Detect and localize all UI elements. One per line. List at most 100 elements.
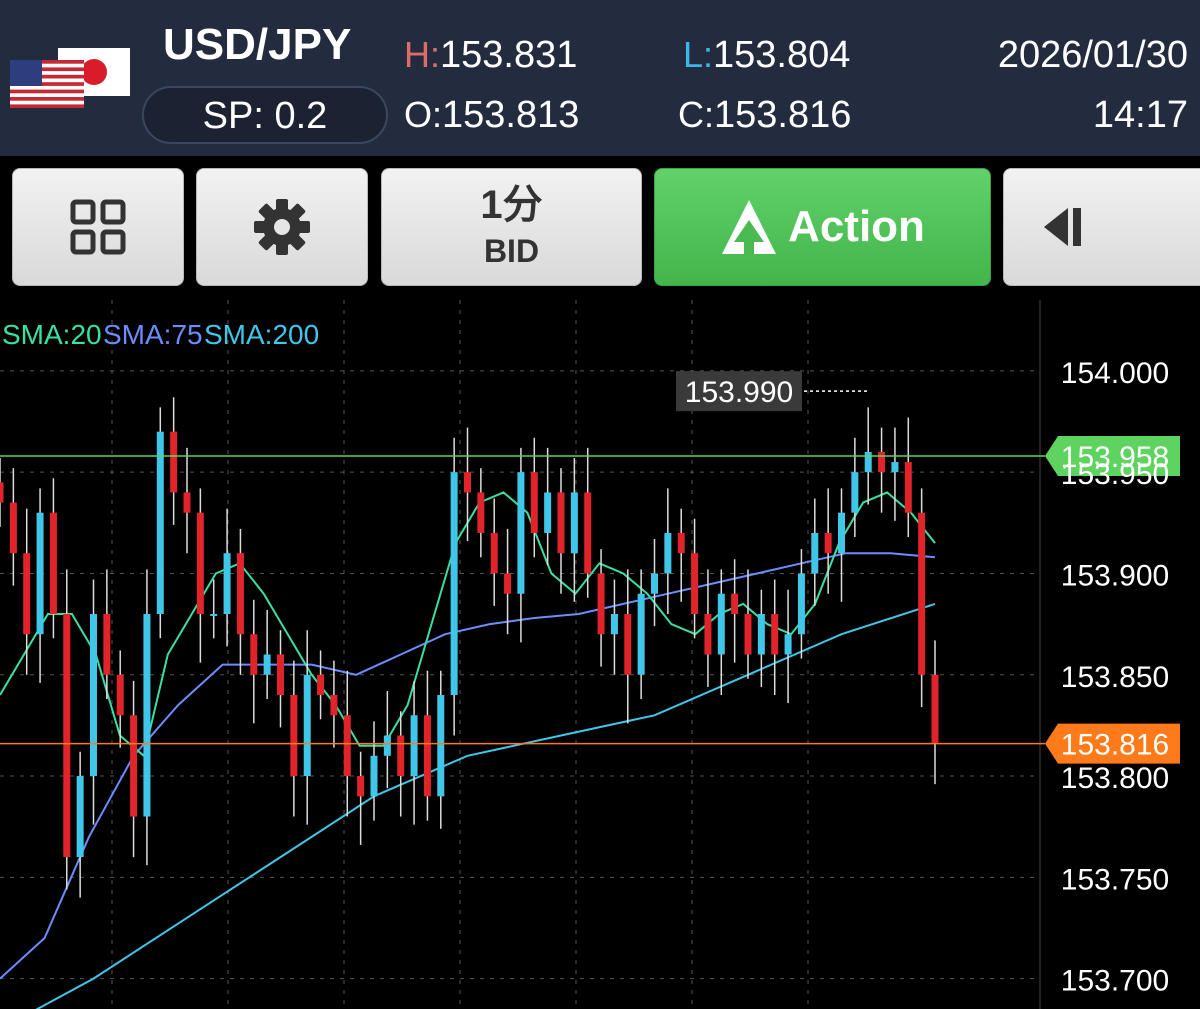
candle-bull bbox=[143, 613, 151, 817]
candle-bear bbox=[343, 715, 351, 777]
high-marker-box bbox=[676, 371, 802, 412]
candle-bear bbox=[918, 512, 926, 675]
candle-bull bbox=[757, 613, 765, 655]
candle-bear bbox=[731, 593, 739, 614]
candle-bear bbox=[490, 532, 498, 574]
candle-bear bbox=[277, 654, 284, 696]
sma200-line bbox=[35, 602, 936, 1009]
price-chart[interactable]: 153.958 153.816 153.990 154.000 153.950 153.… bbox=[0, 300, 1200, 1009]
y-tick-label: 153.900 bbox=[1061, 559, 1169, 592]
settings-button[interactable] bbox=[196, 168, 368, 286]
collapse-left-icon bbox=[1044, 208, 1081, 246]
currency-pair-title: USD/JPY bbox=[163, 20, 352, 69]
current-price-label: 153.816 bbox=[1061, 729, 1169, 762]
candle-bear bbox=[49, 512, 57, 614]
quote-header: USD/JPY SP: 0.2 H:153.831 O:153.813 L:15… bbox=[0, 0, 1200, 156]
candle-bull bbox=[410, 715, 418, 777]
candle-bull bbox=[223, 553, 231, 614]
sma-legend-item: SMA:75 bbox=[103, 319, 203, 350]
candle-bear bbox=[584, 492, 592, 574]
collapse-panel-button[interactable] bbox=[1003, 168, 1200, 286]
candle-bull bbox=[891, 462, 899, 473]
up-arrow-icon bbox=[722, 200, 777, 254]
candle-bull bbox=[651, 573, 658, 594]
candle-bear bbox=[236, 553, 244, 635]
candle-bear bbox=[317, 674, 325, 696]
candle-bear bbox=[250, 634, 258, 675]
candle-bear bbox=[824, 532, 832, 554]
timeframe-label: 1分 bbox=[480, 183, 543, 227]
quote-time: 14:17 bbox=[1092, 94, 1188, 136]
candle-bear bbox=[116, 674, 124, 716]
candle-bear bbox=[330, 695, 338, 716]
spread-badge: SP: 0.2 bbox=[142, 86, 388, 144]
candle-bear bbox=[904, 462, 912, 513]
y-tick-label: 154.000 bbox=[1061, 357, 1169, 390]
candle-bear bbox=[423, 715, 431, 797]
y-tick-label: 153.700 bbox=[1061, 965, 1169, 998]
candle-bull bbox=[664, 532, 672, 574]
candle-bear bbox=[530, 472, 538, 533]
currency-flags-icon bbox=[10, 48, 130, 108]
candle-bull bbox=[864, 451, 872, 473]
candle-bear bbox=[0, 482, 4, 503]
candle-bull bbox=[156, 431, 164, 614]
candle-bull bbox=[383, 735, 391, 756]
candle-bear bbox=[931, 674, 939, 744]
candle-bear bbox=[691, 553, 699, 614]
layout-button[interactable] bbox=[12, 168, 184, 286]
high-price: H:153.831 bbox=[404, 34, 577, 77]
high-key: H: bbox=[404, 34, 440, 75]
close-price: C:153.816 bbox=[678, 94, 851, 137]
high-marker-label: 153.990 bbox=[685, 376, 793, 409]
candle-bear bbox=[103, 613, 111, 675]
candle-bull bbox=[838, 512, 845, 554]
low-value: 153.804 bbox=[713, 34, 851, 76]
quote-date: 2026/01/30 bbox=[997, 34, 1188, 76]
candle-bull bbox=[303, 674, 311, 777]
action-button[interactable]: Action bbox=[654, 168, 991, 286]
us-flag-icon bbox=[10, 60, 84, 108]
sma-legend-item: SMA:20 bbox=[2, 319, 102, 350]
candle-bear bbox=[744, 613, 752, 655]
candle-bull bbox=[210, 613, 218, 616]
y-tick-label: 153.800 bbox=[1061, 762, 1169, 795]
close-key: C: bbox=[678, 94, 714, 135]
candle-bear bbox=[63, 613, 71, 858]
candle-bull bbox=[797, 573, 805, 635]
candle-bear bbox=[504, 573, 512, 594]
open-price: O:153.813 bbox=[404, 94, 579, 137]
candle-bull bbox=[851, 472, 859, 513]
candle-bear bbox=[597, 573, 605, 635]
candle-bear bbox=[464, 472, 471, 493]
sma75-line bbox=[0, 552, 936, 980]
candle-bull bbox=[544, 492, 552, 533]
timeframe-button[interactable]: 1分 BID bbox=[381, 168, 642, 286]
green-level-tag bbox=[1045, 435, 1180, 476]
candle-bear bbox=[130, 715, 138, 817]
candle-bull bbox=[517, 472, 525, 594]
candle-bear bbox=[357, 776, 365, 797]
y-tick-label: 153.850 bbox=[1061, 661, 1169, 694]
candle-bear bbox=[477, 492, 485, 533]
gear-icon bbox=[254, 199, 310, 255]
y-tick-label: 153.750 bbox=[1061, 863, 1169, 896]
open-value: 153.813 bbox=[442, 94, 580, 136]
candle-bear bbox=[23, 553, 31, 635]
price-type-label: BID bbox=[483, 233, 540, 269]
candle-bear bbox=[878, 451, 886, 473]
candle-bull bbox=[784, 634, 792, 655]
candle-bear bbox=[704, 613, 712, 655]
candle-bull bbox=[36, 512, 44, 635]
low-price: L:153.804 bbox=[683, 34, 850, 77]
candle-bear bbox=[771, 613, 779, 655]
sma-legend-item: SMA:200 bbox=[204, 319, 319, 350]
candle-bull bbox=[90, 613, 97, 777]
y-tick-label: 153.950 bbox=[1061, 458, 1169, 491]
candle-bull bbox=[637, 593, 645, 675]
high-value: 153.831 bbox=[440, 34, 578, 76]
candle-bull bbox=[263, 654, 271, 675]
candle-bull bbox=[370, 755, 378, 797]
candle-bull bbox=[811, 532, 819, 574]
candle-bear bbox=[196, 512, 204, 614]
